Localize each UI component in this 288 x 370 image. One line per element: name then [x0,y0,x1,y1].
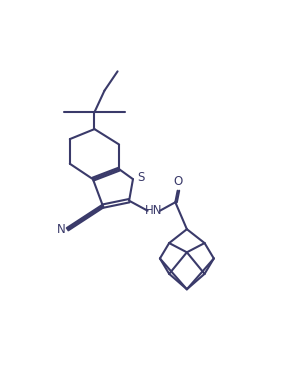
Text: HN: HN [145,204,162,217]
Text: S: S [137,171,144,184]
Text: N: N [56,223,65,236]
Text: O: O [174,175,183,188]
